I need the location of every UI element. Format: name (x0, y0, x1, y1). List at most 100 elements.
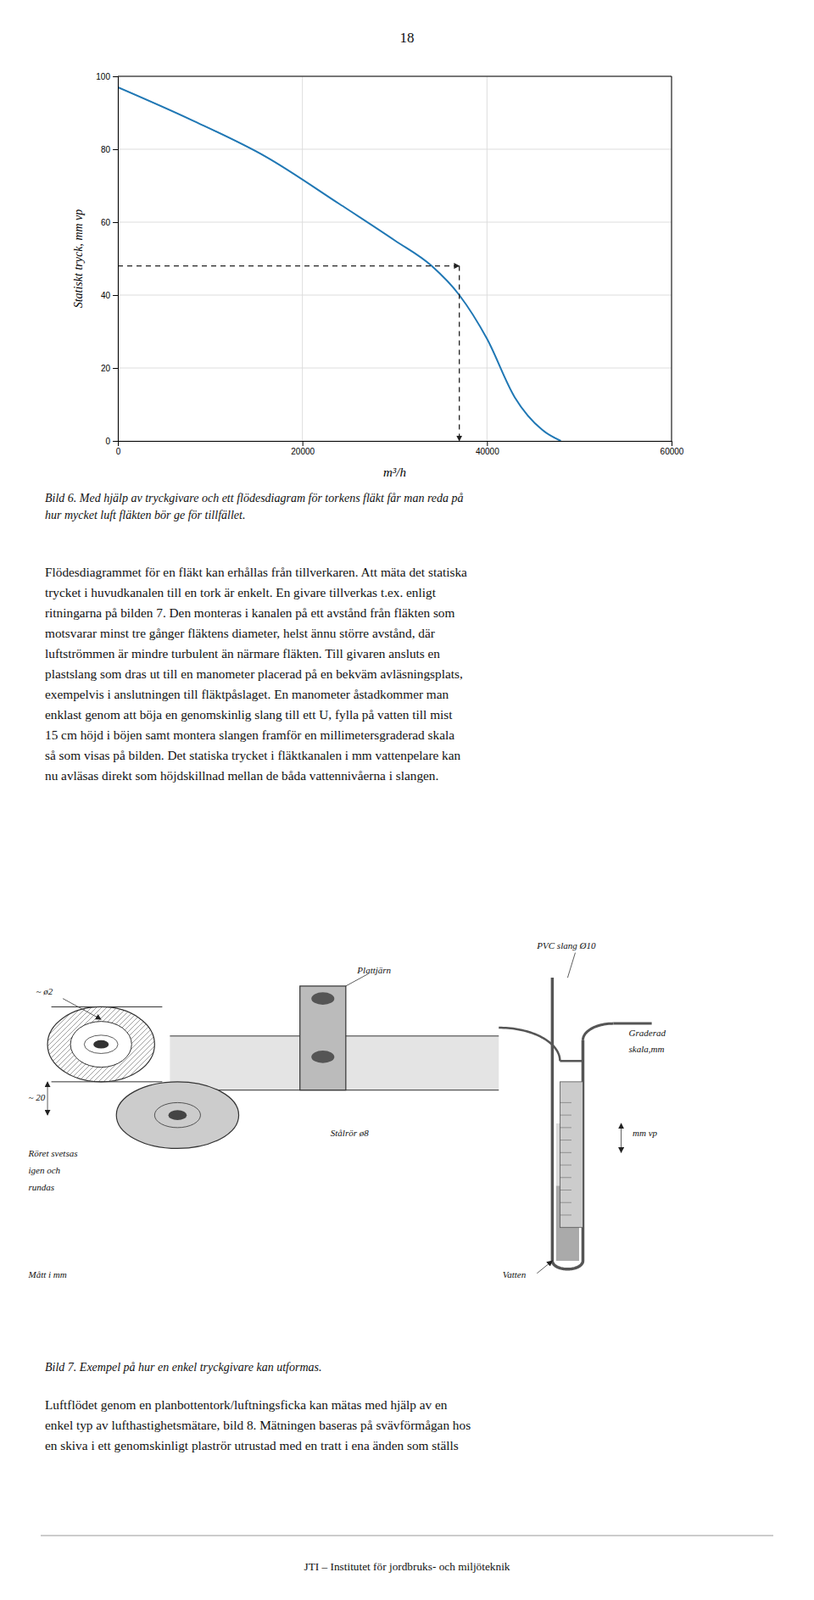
plate-hole (311, 1050, 335, 1064)
grid-line-x (301, 76, 303, 441)
caption1-line: Bild 6. Med hjälp av tryckgivare och ett… (44, 491, 464, 505)
paragraph1-line: 15 cm höjd i böjen samt montera slangen … (44, 727, 455, 742)
y-axis: 0 20 40 60 80 100 (95, 72, 118, 447)
paragraph1-line: enklast genom att böja en genomskinlig s… (44, 707, 453, 722)
y-tick: 0 (105, 436, 118, 447)
x-axis-line (118, 441, 673, 447)
page: 180200004000060000020406080100m³/hStatis… (0, 0, 814, 1600)
schematic-label: ~ ø2 (36, 986, 54, 997)
y-tick-mark (112, 149, 118, 151)
y-tick-mark (112, 76, 118, 78)
y-tick: 40 (100, 290, 118, 301)
x-tick-label: 40000 (475, 446, 500, 457)
paragraph1-line: Flödesdiagrammet för en fläkt kan erhåll… (44, 564, 468, 580)
scale-tick (559, 1115, 572, 1116)
schematic-label: mm vp (632, 1127, 658, 1138)
x-tick: 20000 (290, 440, 315, 457)
hose-bend (498, 1027, 560, 1061)
y-tick-label: 40 (100, 290, 112, 301)
schematic-label: rundas (28, 1181, 56, 1193)
tube-end-center (93, 1040, 109, 1049)
y-tick: 60 (100, 217, 118, 228)
u-tube-bend (551, 1260, 583, 1270)
tube-tip (116, 1081, 239, 1149)
y-tick-mark (112, 367, 118, 369)
y-tick-mark (112, 295, 118, 296)
grid-line-y (117, 149, 672, 151)
y-tick: 20 (100, 363, 118, 374)
tube-end-inner (70, 1021, 132, 1068)
y-tick-mark (112, 222, 118, 224)
dimension-arrow (47, 1081, 49, 1116)
dashed-vline (458, 266, 460, 441)
y-tick-label: 20 (100, 363, 112, 374)
hose-joint (559, 1059, 583, 1063)
caption2: Bild 7. Exempel på hur en enkel tryckgiv… (44, 1360, 322, 1374)
x-tick: 60000 (660, 440, 685, 457)
tube-wall-line (51, 1006, 163, 1008)
pressure-arrow (620, 1123, 622, 1153)
tube-wall-line (51, 1081, 163, 1082)
schematic-label: skala,mm (629, 1043, 665, 1054)
schematic: ~ ø2~ 20Röret svetsasigen ochrundasMått … (27, 940, 667, 1280)
grid-line-y (117, 222, 672, 224)
paragraph1-line: så som visas på bilden. Det statiska try… (44, 747, 462, 763)
tube-end-outer (47, 1006, 155, 1082)
scale-tick (559, 1165, 572, 1166)
x-tick-mark (671, 440, 673, 447)
schematic-label: ~ 20 (28, 1092, 46, 1103)
x-axis: 0 20000 40000 60000 (116, 440, 685, 457)
plate (300, 986, 346, 1091)
scale-tick (559, 1126, 572, 1128)
footer: JTI – Institutet för jordbruks- och milj… (304, 1560, 511, 1573)
paragraph2: Luftflödet genom en planbottentork/luftn… (44, 1397, 471, 1453)
u-tube-outlet (613, 1022, 653, 1026)
scale-tick (559, 1139, 572, 1141)
paragraph1: Flödesdiagrammet för en fläkt kan erhåll… (44, 564, 468, 783)
x-tick-label: 0 (116, 446, 122, 457)
x-axis-title: m³/h (383, 465, 407, 480)
grid (117, 76, 672, 441)
plot-frame (117, 76, 672, 441)
tube-body (345, 1036, 499, 1091)
y-axis-line (112, 77, 119, 442)
y-tick-label: 100 (95, 72, 111, 82)
y-tick-mark (112, 440, 118, 442)
y-tick-label: 60 (100, 217, 112, 228)
paragraph1-line: luftströmmen är mindre turbulent än närm… (44, 646, 441, 661)
scale-tick (559, 1176, 572, 1178)
leader-water (536, 1260, 552, 1274)
page-number: 18 (400, 29, 415, 46)
paragraph1-line: plastslang som dras ut till en manometer… (44, 666, 463, 681)
leader-hose (567, 953, 575, 978)
scale-tick (559, 1202, 572, 1204)
paragraph1-line: motsvarar minst tre gånger fläktens diam… (44, 625, 435, 641)
x-tick-mark (302, 440, 304, 447)
paragraph2-line: en skiva i ett genomskinligt plaströr ut… (44, 1438, 459, 1453)
paragraph1-line: exempelvis i anslutningen till fläktpåsl… (44, 686, 450, 702)
paragraph2-line: enkel typ av lufthastighetsmätare, bild … (44, 1417, 471, 1433)
paragraph2-line: Luftflödet genom en planbottentork/luftn… (44, 1397, 448, 1412)
u-tube-top-bend (582, 1023, 614, 1041)
schematic-label: Vatten (502, 1269, 527, 1280)
fan-curve (117, 87, 561, 441)
plate-hole (311, 992, 335, 1005)
schematic-label: PVC slang Ø10 (535, 940, 597, 951)
tube-tip-ring (154, 1102, 201, 1127)
u-tube-arm (551, 977, 555, 1261)
x-tick-mark (486, 440, 488, 447)
grid-line-y (117, 295, 672, 296)
x-tick-label: 20000 (290, 446, 315, 457)
scale-tick (559, 1102, 572, 1104)
footer-rule (40, 1535, 774, 1537)
x-tick: 0 (116, 440, 122, 457)
x-tick: 40000 (475, 440, 500, 457)
scale-tick (559, 1189, 572, 1191)
caption1-line: hur mycket luft fläkten bör ge för tillf… (44, 508, 246, 522)
leader-plate (345, 973, 369, 987)
paragraph1-line: trycket i huvudkanalen till en tork är e… (44, 585, 437, 600)
x-tick-label: 60000 (660, 446, 685, 457)
grid-line-x (486, 76, 488, 441)
y-tick: 80 (100, 144, 118, 155)
schematic-label: Röret svetsas (27, 1148, 79, 1159)
